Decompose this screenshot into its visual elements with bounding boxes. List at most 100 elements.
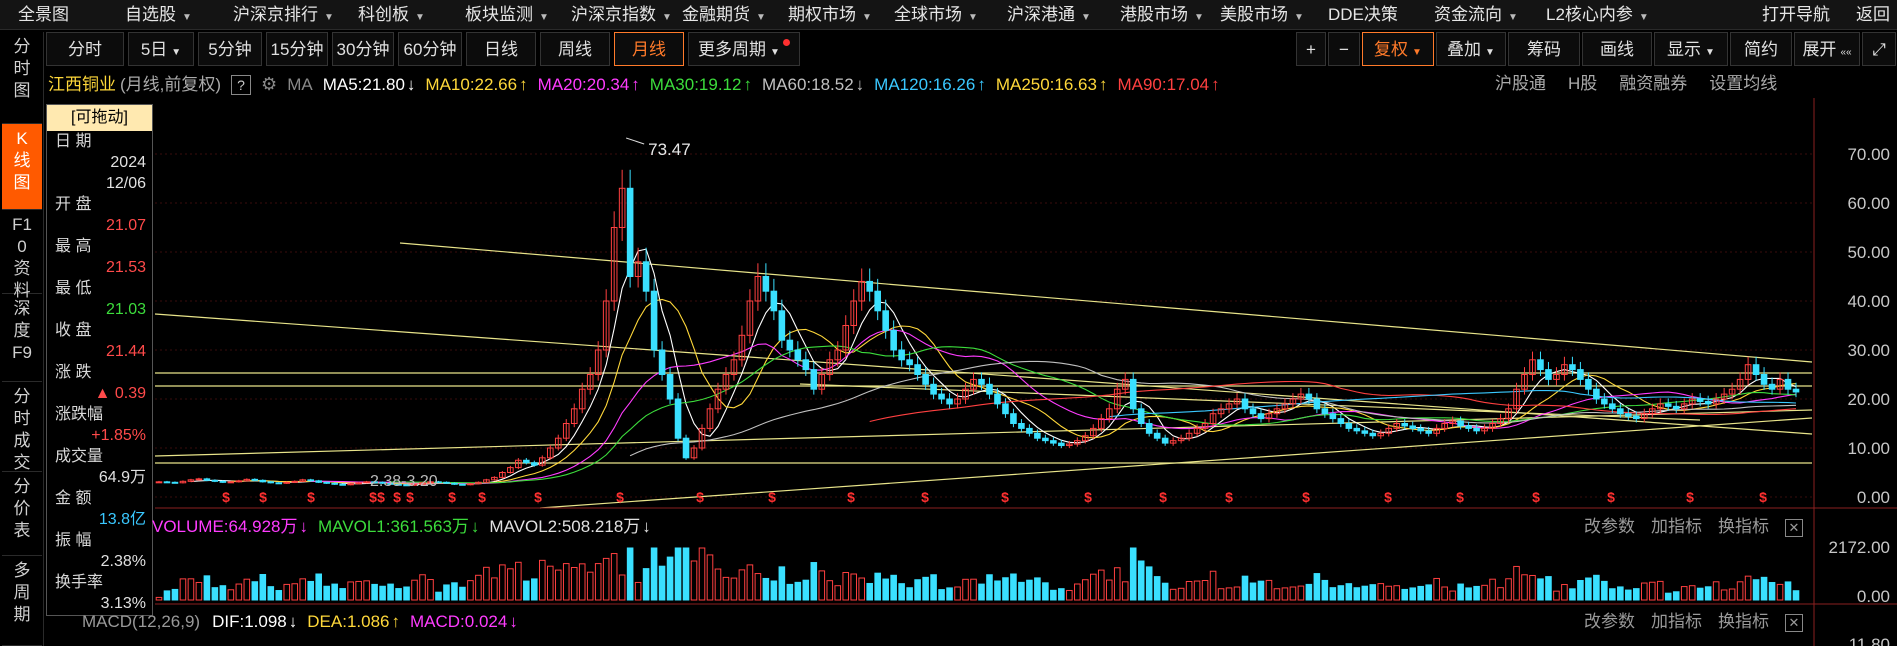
candle[interactable] <box>1249 408 1257 415</box>
dividend-marker-icon[interactable]: $ <box>921 489 929 505</box>
candle[interactable] <box>435 481 442 484</box>
candle[interactable] <box>1569 364 1576 371</box>
candle[interactable] <box>1489 423 1496 429</box>
candle[interactable] <box>1265 413 1273 420</box>
candle[interactable] <box>642 261 650 292</box>
candle[interactable] <box>307 479 315 482</box>
candle[interactable] <box>1161 437 1169 444</box>
tool-button-3[interactable]: 叠加 ▼ <box>1436 32 1506 66</box>
dividend-marker-icon[interactable]: $ <box>1084 489 1092 505</box>
menu-item-3[interactable]: 科创板 ▼ <box>348 0 435 30</box>
tool-button-6[interactable]: 显示 ▼ <box>1654 32 1728 66</box>
candle[interactable] <box>387 482 394 485</box>
candle[interactable] <box>1217 408 1225 415</box>
candle[interactable] <box>1529 359 1536 375</box>
candle[interactable] <box>1321 408 1329 415</box>
candle[interactable] <box>419 482 426 485</box>
candle[interactable] <box>698 427 706 449</box>
candle[interactable] <box>1417 427 1424 432</box>
candle[interactable] <box>467 483 474 486</box>
candle[interactable] <box>1273 408 1281 415</box>
candle[interactable] <box>602 300 610 351</box>
candle[interactable] <box>1145 423 1153 434</box>
menu-item-12[interactable]: DDE决策 <box>1318 0 1408 30</box>
candle[interactable] <box>1465 425 1472 429</box>
dividend-marker-icon[interactable]: $ <box>696 489 704 505</box>
candle[interactable] <box>1010 413 1017 425</box>
candle[interactable] <box>379 481 386 484</box>
candle[interactable] <box>347 483 354 486</box>
candle[interactable] <box>1688 398 1696 405</box>
candle[interactable] <box>1089 427 1097 437</box>
indicator-tool-0[interactable]: 改参数 <box>1584 517 1635 536</box>
candle[interactable] <box>674 398 682 439</box>
side-tab-4[interactable]: 分时成交 <box>2 382 42 472</box>
candle[interactable] <box>954 398 961 405</box>
candle[interactable] <box>978 378 985 385</box>
candle[interactable] <box>650 290 658 351</box>
candle[interactable] <box>1177 437 1185 442</box>
candle[interactable] <box>842 325 850 351</box>
ma-right-link-0[interactable]: 沪股通 <box>1495 74 1546 93</box>
candle[interactable] <box>483 479 490 483</box>
candle[interactable] <box>1129 378 1137 410</box>
candle[interactable] <box>1601 398 1608 405</box>
candle[interactable] <box>1153 432 1161 439</box>
candle[interactable] <box>1225 403 1233 410</box>
dividend-marker-icon[interactable]: $ <box>377 489 385 505</box>
dividend-marker-icon[interactable]: $ <box>369 489 377 505</box>
candle[interactable] <box>1097 418 1105 429</box>
candle[interactable] <box>1537 359 1544 371</box>
candle[interactable] <box>1425 430 1432 434</box>
candle[interactable] <box>1696 398 1704 402</box>
candle[interactable] <box>1664 403 1672 407</box>
candle[interactable] <box>299 479 307 482</box>
candle[interactable] <box>1121 378 1129 390</box>
candle[interactable] <box>946 398 953 405</box>
candle[interactable] <box>219 480 227 483</box>
ma-right-link-1[interactable]: H股 <box>1568 74 1598 93</box>
candle[interactable] <box>323 481 330 484</box>
candle[interactable] <box>1577 369 1584 380</box>
candle[interactable] <box>810 369 818 390</box>
candle[interactable] <box>802 359 810 371</box>
trend-line[interactable] <box>154 409 1813 457</box>
candle[interactable] <box>1409 425 1417 429</box>
side-tab-5[interactable]: 分价表 <box>2 472 42 556</box>
candle[interactable] <box>1481 427 1488 432</box>
candle[interactable] <box>1784 378 1792 390</box>
menu-item-2[interactable]: 沪深京排行 ▼ <box>223 0 344 30</box>
candle[interactable] <box>1353 427 1361 432</box>
dividend-marker-icon[interactable]: $ <box>847 489 855 505</box>
candle[interactable] <box>1257 413 1265 420</box>
dividend-marker-icon[interactable]: $ <box>1159 489 1167 505</box>
candle[interactable] <box>1441 423 1448 429</box>
candle[interactable] <box>203 478 211 481</box>
candle[interactable] <box>179 480 187 484</box>
candle[interactable] <box>1545 369 1552 380</box>
candle[interactable] <box>1345 423 1353 429</box>
data-window-panel[interactable]: [可拖动] 日 期 2024 12/06 开 盘 21.07 最 高 21.53 最 低… <box>46 104 153 616</box>
candle[interactable] <box>634 261 642 277</box>
candle[interactable] <box>1728 388 1736 395</box>
candle[interactable] <box>355 482 362 485</box>
candle[interactable] <box>1457 420 1464 427</box>
stock-name[interactable]: 江西铜业 <box>48 75 116 94</box>
candle[interactable] <box>722 374 730 390</box>
candle[interactable] <box>155 481 163 484</box>
candle[interactable] <box>586 374 594 390</box>
dividend-marker-icon[interactable]: $ <box>448 489 456 505</box>
candle[interactable] <box>1105 408 1113 420</box>
candle[interactable] <box>243 478 251 482</box>
candle[interactable] <box>371 481 378 484</box>
candle[interactable] <box>1201 423 1209 429</box>
candle[interactable] <box>554 437 562 449</box>
dividend-marker-icon[interactable]: $ <box>222 489 230 505</box>
dividend-marker-icon[interactable]: $ <box>768 489 776 505</box>
period-button-2[interactable]: 5分钟 <box>198 32 262 66</box>
dividend-marker-icon[interactable]: $ <box>1456 489 1464 505</box>
dividend-marker-icon[interactable]: $ <box>616 489 624 505</box>
dividend-marker-icon[interactable]: $ <box>1225 489 1233 505</box>
dividend-marker-icon[interactable]: $ <box>1686 489 1694 505</box>
